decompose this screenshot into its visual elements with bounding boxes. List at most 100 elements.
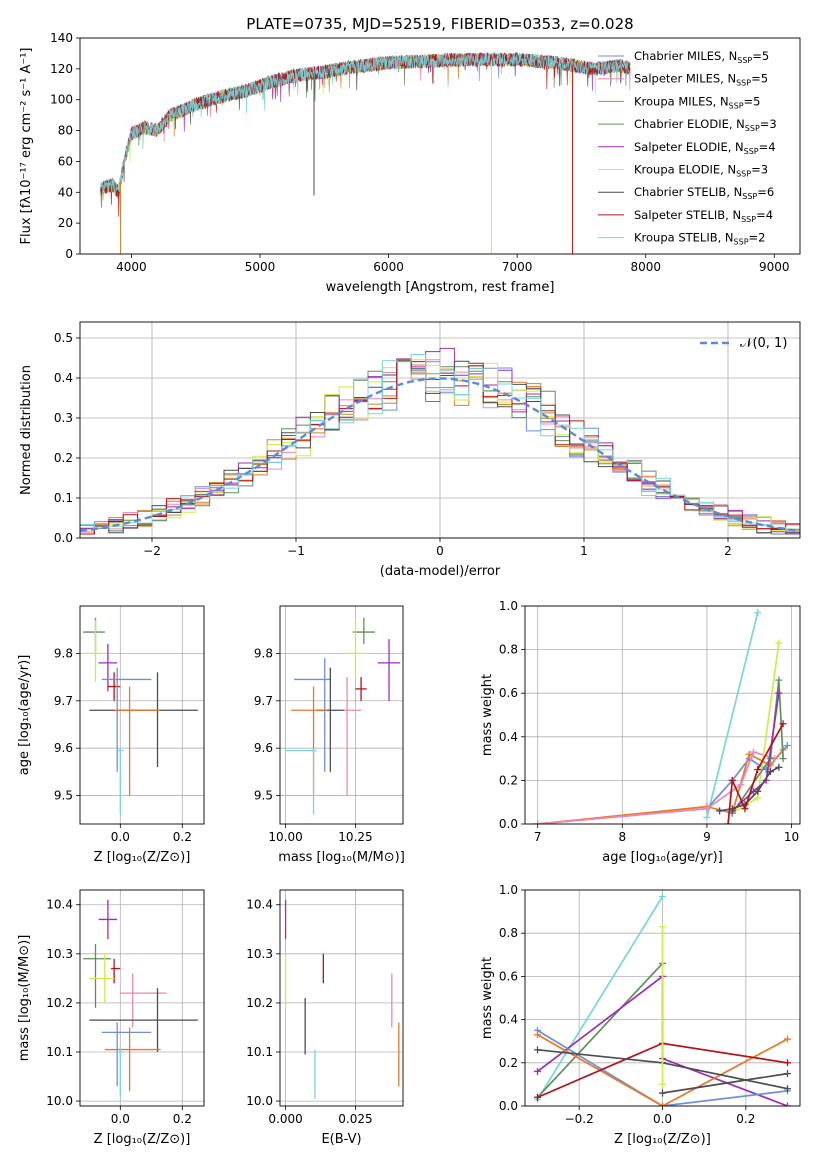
x-tick-label: 0.000 — [268, 1112, 302, 1126]
legend-count: =5 — [752, 49, 769, 63]
legend-count: =4 — [759, 140, 776, 154]
x-tick-label: 10 — [784, 830, 799, 844]
y-tick-label: 80 — [58, 124, 73, 138]
legend-entry: Salpeter ELODIE, NSSP=4 — [634, 140, 776, 156]
spectrum-line — [100, 51, 631, 208]
y-tick-label: 10.3 — [246, 947, 273, 961]
x-axis-label: wavelength [Angstrom, rest frame] — [326, 280, 555, 295]
y-tick-label: 0.4 — [499, 730, 518, 744]
axes-overlay: 7 8 9 10 0.0 0.2 0.4 0.6 0.8 1.0 age [log₁₀(age/yr… — [480, 599, 801, 865]
weight-marker — [754, 787, 762, 795]
axes-frame — [79, 37, 801, 255]
plot-area — [80, 347, 800, 538]
x-axis-label: E(B-V) — [321, 1132, 361, 1147]
x-axis-label: Z [log₁₀(Z/Z⊙)] — [94, 1132, 191, 1147]
panel-age-vs-mass: 10.00 10.25 9.5 9.6 9.7 9.8 mass [log₁₀(M/M⊙)] — [254, 605, 405, 865]
x-tick-label: 1 — [580, 544, 588, 558]
x-tick-label: 7000 — [502, 260, 533, 274]
weight-line — [706, 612, 759, 818]
panel-residuals: −2 −1 0 1 2 0.0 0.1 0.2 0.3 0.4 0.5 (data-model)/er… — [19, 321, 801, 579]
legend-entry: Kroupa STELIB, NSSP=2 — [634, 231, 765, 247]
legend-label: Salpeter STELIB, N — [634, 208, 741, 222]
weight-marker — [784, 1035, 791, 1043]
weight-marker — [703, 805, 711, 813]
x-tick-label: 2 — [724, 544, 732, 558]
legend-subscript: SSP — [729, 101, 744, 110]
axes-frame — [279, 889, 404, 1107]
plot-area — [285, 617, 401, 815]
axes-frame — [279, 605, 404, 825]
legend-label: Kroupa ELODIE, N — [634, 163, 736, 177]
panel-weight-vs-Z: −0.2 0.0 0.2 0.0 0.2 0.4 0.6 0.8 1.0 Z [log₁₀(Z/Z… — [480, 883, 801, 1147]
legend-entry: Chabrier STELIB, NSSP=6 — [634, 185, 774, 201]
y-tick-label: 9.6 — [54, 741, 73, 755]
weight-marker — [534, 820, 542, 824]
y-tick-label: 100 — [50, 93, 73, 107]
weight-marker — [659, 1089, 666, 1097]
y-tick-label: 10.4 — [246, 898, 273, 912]
legend-entry: Salpeter STELIB, NSSP=4 — [634, 208, 773, 224]
legend-subscript: SSP — [736, 79, 751, 88]
weight-marker — [754, 794, 762, 802]
spectrum-line — [100, 52, 631, 217]
weight-marker — [754, 609, 762, 617]
y-axis-label: age [log₁₀(age/yr)] — [17, 655, 32, 776]
legend-label: Salpeter ELODIE, N — [634, 140, 744, 154]
legend-subscript: SSP — [744, 147, 759, 156]
weight-line — [536, 896, 664, 1100]
y-tick-label: 60 — [58, 154, 73, 168]
y-tick-label: 9.8 — [54, 646, 73, 660]
y-tick-label: 0.2 — [54, 451, 73, 465]
y-tick-label: 10.0 — [246, 1094, 273, 1108]
x-tick-label: 4000 — [116, 260, 147, 274]
x-tick-label: 0 — [436, 544, 444, 558]
x-tick-label: 10.00 — [268, 830, 302, 844]
panels: 4000 5000 6000 7000 8000 90000204060801001201… — [17, 31, 801, 1147]
legend-entry: Chabrier ELODIE, NSSP=3 — [634, 117, 777, 133]
weight-marker — [659, 1080, 666, 1088]
x-tick-label: 7 — [534, 830, 542, 844]
axes-overlay: −0.2 0.0 0.2 0.0 0.2 0.4 0.6 0.8 1.0 Z [log₁₀(Z/Z… — [480, 883, 801, 1147]
y-tick-label: 120 — [50, 62, 73, 76]
weight-line — [662, 1072, 788, 1094]
x-axis-label: Z [log₁₀(Z/Z⊙)] — [614, 1132, 711, 1147]
y-tick-label: 10.2 — [46, 996, 73, 1010]
weight-marker — [784, 1102, 791, 1106]
weight-line — [537, 1033, 788, 1106]
legend-label: Chabrier ELODIE, N — [634, 117, 745, 131]
y-axis-label: Normed distribution — [19, 365, 34, 495]
x-axis-label: mass [log₁₀(M/M⊙)] — [278, 850, 405, 865]
weight-marker — [728, 776, 736, 784]
y-tick-label: 9.8 — [254, 646, 273, 660]
axes-overlay: 10.00 10.25 9.5 9.6 9.7 9.8 mass [log₁₀(M/M⊙)] — [254, 605, 405, 865]
weight-marker — [534, 1067, 541, 1075]
legend-count: =4 — [756, 208, 773, 222]
figure-title: PLATE=0735, MJD=52519, FIBERID=0353, z=0… — [246, 15, 633, 33]
weight-marker — [659, 1102, 666, 1106]
y-tick-label: 0.0 — [54, 531, 73, 545]
weight-marker — [724, 820, 732, 824]
axes-overlay: −2 −1 0 1 2 0.0 0.1 0.2 0.3 0.4 0.5 (data-model)/er… — [19, 321, 801, 579]
y-tick-label: 9.5 — [54, 789, 73, 803]
legend-subscript: SSP — [745, 124, 760, 133]
legend-subscript: SSP — [734, 238, 749, 247]
y-tick-label: 10.4 — [46, 898, 73, 912]
legend-label: Chabrier MILES, N — [634, 49, 737, 63]
spectrum-line — [100, 52, 631, 197]
y-tick-label: 0.4 — [499, 1013, 518, 1027]
x-tick-label: 0.025 — [338, 1112, 372, 1126]
x-tick-label: −0.2 — [565, 1112, 594, 1126]
y-tick-label: 0.6 — [499, 969, 518, 983]
weight-marker — [775, 763, 783, 771]
x-tick-label: 10.25 — [338, 830, 372, 844]
weight-marker — [779, 720, 787, 728]
legend-count: =6 — [757, 185, 774, 199]
x-axis-label: age [log₁₀(age/yr)] — [602, 850, 723, 865]
x-tick-label: 0.2 — [173, 1112, 192, 1126]
panel-weight-vs-age: 7 8 9 10 0.0 0.2 0.4 0.6 0.8 1.0 age [log₁₀(age/yr… — [480, 599, 801, 865]
y-tick-label: 0.6 — [499, 686, 518, 700]
x-tick-label: 0.0 — [111, 1112, 130, 1126]
weight-marker — [779, 755, 787, 763]
weight-marker — [749, 748, 757, 756]
y-tick-label: 9.6 — [254, 741, 273, 755]
